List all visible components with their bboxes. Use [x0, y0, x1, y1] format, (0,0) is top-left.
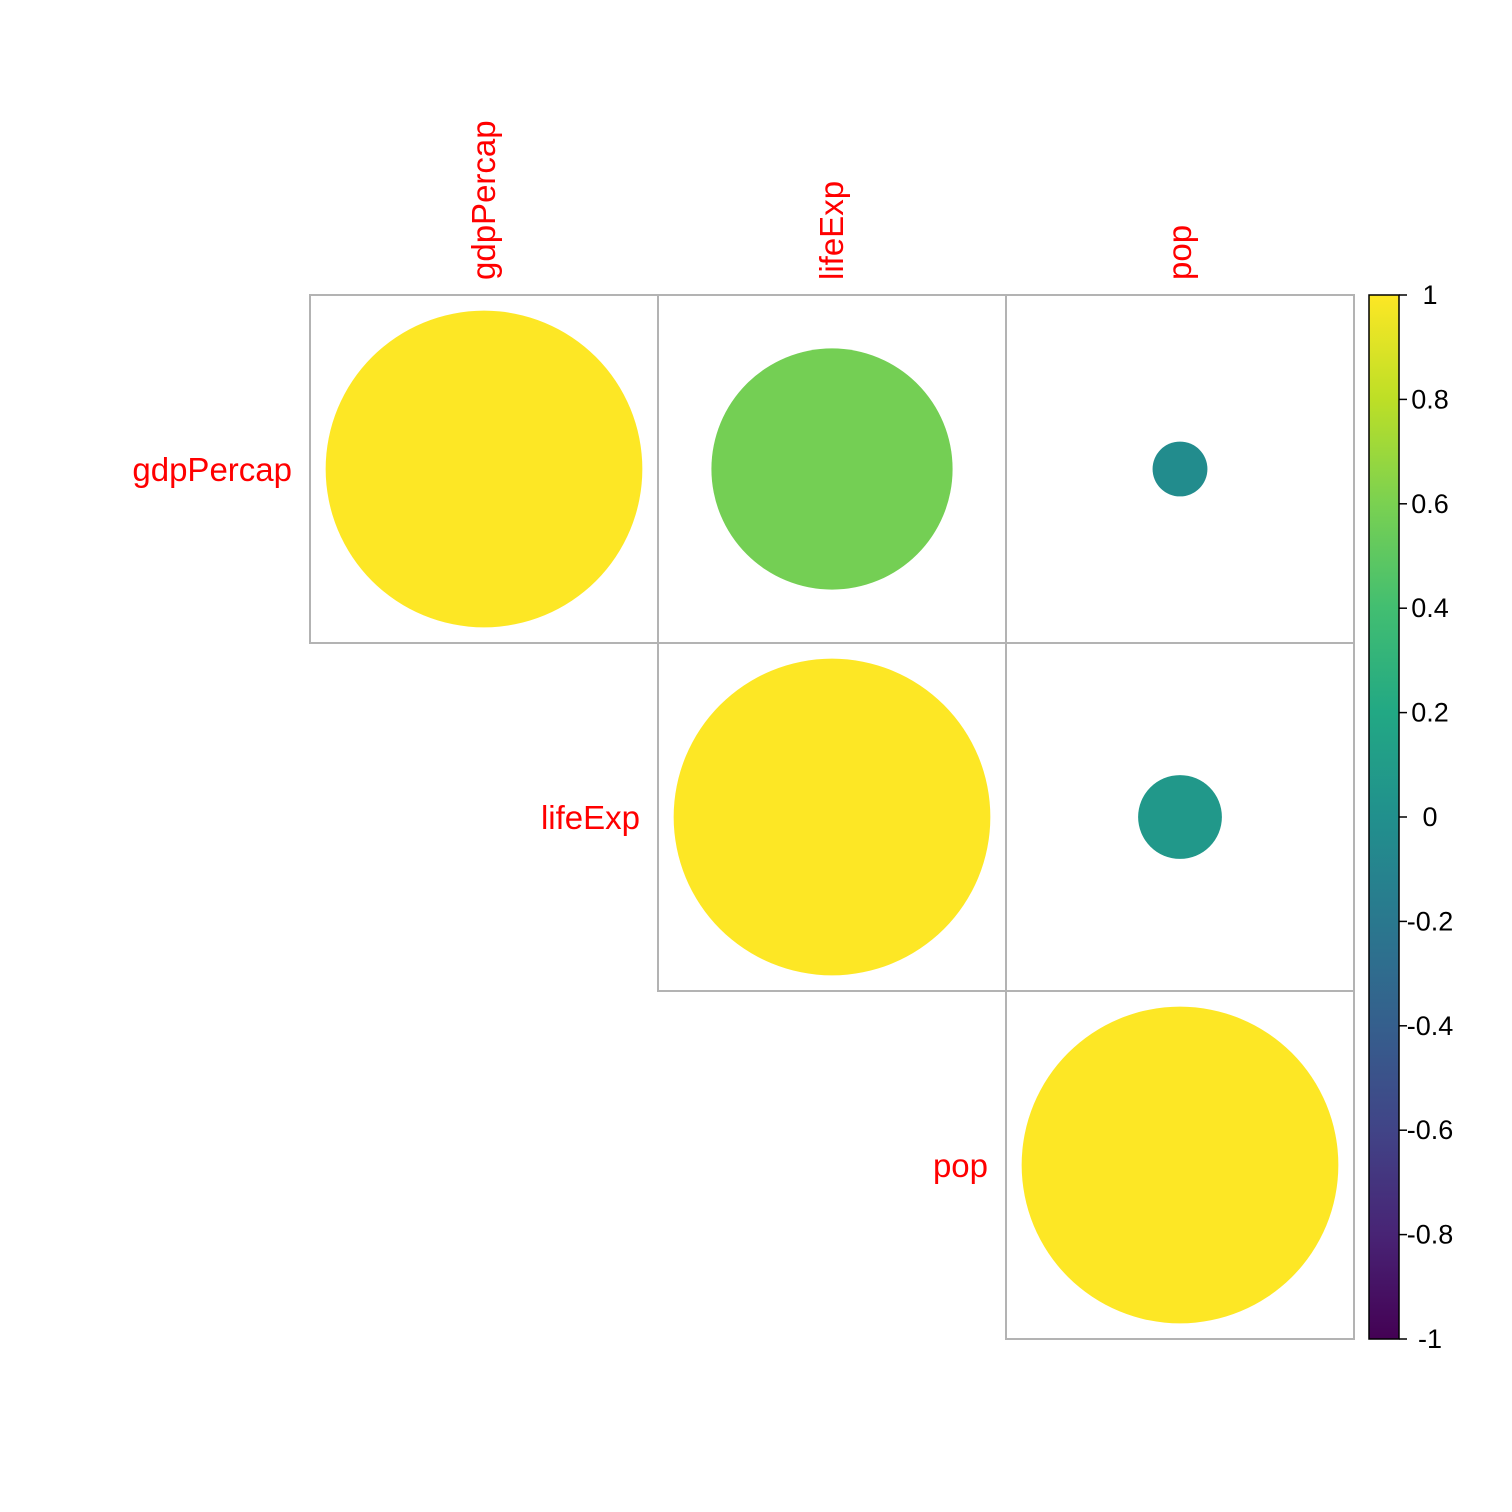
correlation-circle-gdpPercap-gdpPercap	[325, 310, 643, 628]
column-label-pop: pop	[1161, 225, 1198, 280]
row-label-pop: pop	[933, 1147, 988, 1184]
colorbar-gradient	[1368, 294, 1400, 1340]
colorbar-tick-label--1: -1	[1418, 1324, 1442, 1354]
correlation-circle-lifeExp-lifeExp	[673, 658, 991, 976]
matrix-cells	[309, 294, 1355, 1340]
colorbar-tick-label-0.2: 0.2	[1411, 698, 1449, 728]
colorbar-tick-label-0: 0	[1422, 802, 1437, 832]
colorbar: 1 0.8 0.6 0.4 0.2 0 -0.2 -0.4 -0.6 -0.8 -1	[1368, 280, 1454, 1354]
colorbar-tick-label--0.8: -0.8	[1407, 1220, 1454, 1250]
correlation-circles	[325, 310, 1339, 1324]
column-labels: gdpPercap lifeExp pop	[465, 120, 1198, 280]
correlation-circle-gdpPercap-pop	[1152, 441, 1208, 497]
colorbar-tick-label-0.8: 0.8	[1411, 384, 1449, 414]
column-label-lifeExp: lifeExp	[813, 181, 850, 280]
correlation-circle-gdpPercap-lifeExp	[711, 348, 953, 590]
column-label-gdpPercap: gdpPercap	[465, 120, 502, 280]
correlation-circle-lifeExp-pop	[1138, 775, 1222, 859]
row-label-lifeExp: lifeExp	[541, 799, 640, 836]
colorbar-tick-label-1: 1	[1422, 280, 1437, 310]
colorbar-tick-label--0.2: -0.2	[1407, 906, 1454, 936]
row-labels: gdpPercap lifeExp pop	[132, 451, 988, 1184]
colorbar-tick-label--0.4: -0.4	[1407, 1011, 1454, 1041]
colorbar-tick-label-0.6: 0.6	[1411, 489, 1449, 519]
correlation-circle-pop-pop	[1021, 1006, 1339, 1324]
row-label-gdpPercap: gdpPercap	[132, 451, 292, 488]
colorbar-tick-label--0.6: -0.6	[1407, 1115, 1454, 1145]
matrix-cell-pop-pop	[1005, 990, 1355, 1340]
colorbar-tick-label-0.4: 0.4	[1411, 593, 1449, 623]
